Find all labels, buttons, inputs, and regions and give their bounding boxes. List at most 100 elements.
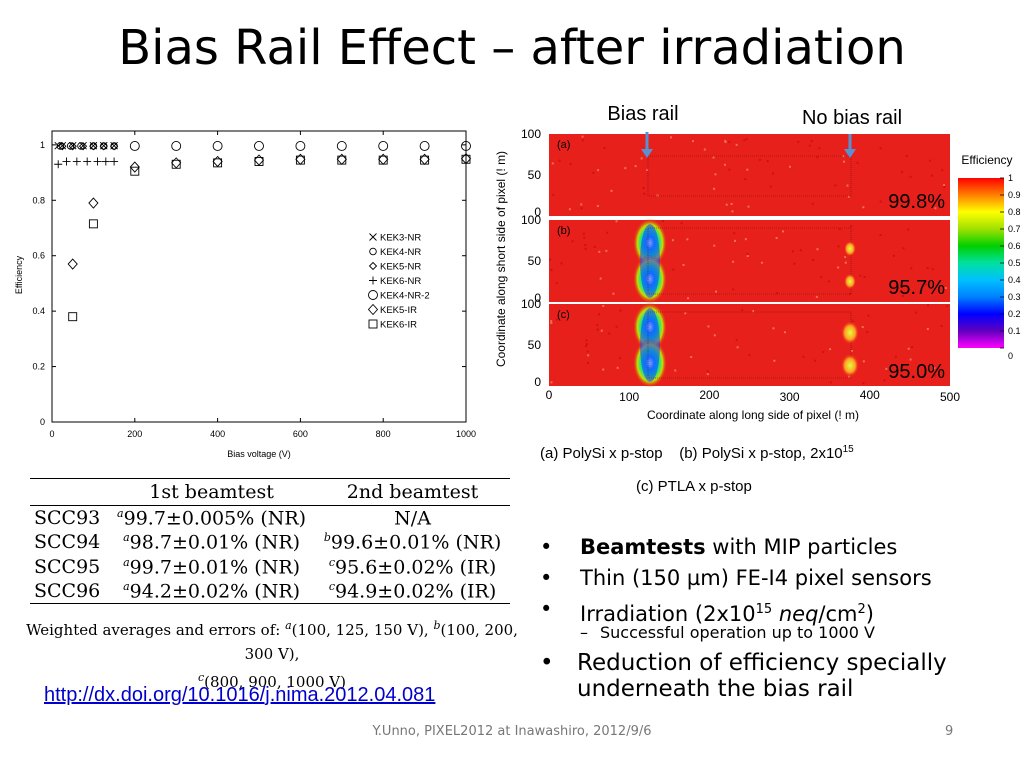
map-ylabel: Coordinate along short side of pixel (! … [495,151,508,367]
speckle [759,158,762,161]
data-point-kek6-ir [68,312,78,322]
map-y-tick-label: 100 [521,213,541,227]
legend-label: KEK5-IR [380,305,417,316]
legend-marker [369,233,377,241]
colorbar-tick-label: 0.3 [1008,292,1021,302]
arrow-head-bias-rail [641,149,653,158]
speckle [944,287,947,290]
bias-rail-core [640,224,660,298]
speckle [706,373,709,376]
speckle [560,262,563,265]
speckle [900,171,903,174]
legend-marker [369,276,377,285]
speckle [850,225,853,228]
speckle [723,163,726,166]
data-point-kek6-nr [62,157,71,166]
speckle [879,147,882,150]
speckle [901,294,904,297]
bullet-reduction: • Reduction of efficiency specially under… [540,650,947,702]
speckle [585,343,588,346]
data-point-kek6-ir [130,166,140,176]
table-row: SCC93 a99.7±0.005% (NR) N/A [30,506,510,531]
first-beamtest-value: a98.7±0.01% (NR) [123,531,301,554]
speckle [931,268,934,271]
speckle [586,361,589,364]
speckle [556,318,559,321]
speckle [692,140,695,143]
map-x-tick-label: 400 [860,388,880,402]
colorbar-tick-label: 0.8 [1008,207,1021,217]
speckle [808,144,811,147]
roi-box [647,227,852,295]
map-y-tick-label: 100 [521,297,541,311]
map-caption-line1: (a) PolySi x p-stop (b) PolySi x p-stop,… [540,444,854,462]
colorbar-tick-label: 0.5 [1008,258,1021,268]
bullet-sensors: • Thin (150 µm) FE-I4 pixel sensors [540,566,932,590]
speckle [748,353,751,356]
table-note: Weighted averages and errors of: a(100, … [26,619,518,691]
map-x-tick-label: 0 [546,388,553,402]
speckle [585,345,588,348]
colorbar-tick-label: 0 [1008,351,1013,361]
table-row: SCC96 a94.2±0.02% (NR) c94.9±0.02% (IR) [30,578,510,605]
speckle [867,314,870,317]
data-point-kek6-nr [54,160,63,169]
data-point-kek6-nr [93,157,102,166]
speckle [933,367,936,370]
doi-link[interactable]: http://dx.doi.org/10.1016/j.nima.2012.04… [44,684,436,706]
bias-rail-core [640,308,660,382]
speckle [732,260,735,263]
speckle [788,165,791,168]
speckle [555,282,558,285]
no-bias-rail-spot [844,240,856,257]
speckle [550,381,553,384]
speckle [624,167,627,170]
efficiency-map-panel: (a) 99.8% 100 50 0 [521,127,950,219]
speckle [781,230,784,233]
panel-label: (b) [557,225,570,237]
speckle [558,159,561,162]
speckle [940,324,943,327]
data-point-kek4-nr [56,142,65,150]
legend-label: KEK5-NR [380,262,421,273]
speckle [934,374,937,377]
speckle [914,311,917,314]
data-point-kek6-ir [213,158,223,168]
speckle [834,184,837,187]
table-row: SCC94 a98.7±0.01% (NR) b99.6±0.01% (NR) [30,530,510,554]
data-point-kek6-ir [378,155,388,165]
speckle [736,346,739,349]
speckle [728,168,731,171]
bullet-list: • Beamtests with MIP particles • Thin (150… [540,532,1020,702]
speckle [843,160,846,163]
efficiency-map-panel: (c) 95.0% 100 50 0 [521,297,950,389]
speckle [596,324,599,327]
speckle [783,331,786,334]
speckle [791,250,794,253]
y-tick-label: 0.6 [32,251,45,261]
speckle [741,309,744,312]
map-y-tick-label: 50 [528,168,542,182]
speckle [585,339,588,342]
speckle [909,175,912,178]
speckle [856,161,859,164]
arrow-head-no-bias-rail [844,149,856,158]
speckle [732,288,735,291]
data-point-kek6-ir [171,159,181,169]
speckle [733,232,736,235]
speckle [735,143,738,146]
speckle [603,147,606,150]
speckle [549,258,552,261]
speckle [837,266,840,269]
x-tick-label: 1000 [456,429,476,439]
speckle [772,172,775,175]
legend-marker [368,261,378,271]
row-name: SCC96 [30,578,109,605]
table-row: SCC95 a99.7±0.01% (NR) c95.6±0.02% (IR) [30,555,510,579]
roi-box [647,155,852,197]
speckle [775,237,778,240]
speckle [713,334,716,337]
data-point-kek4-nr-2 [461,141,471,151]
data-point-kek4-nr [77,142,85,150]
data-point-kek4-nr-2 [295,141,306,151]
